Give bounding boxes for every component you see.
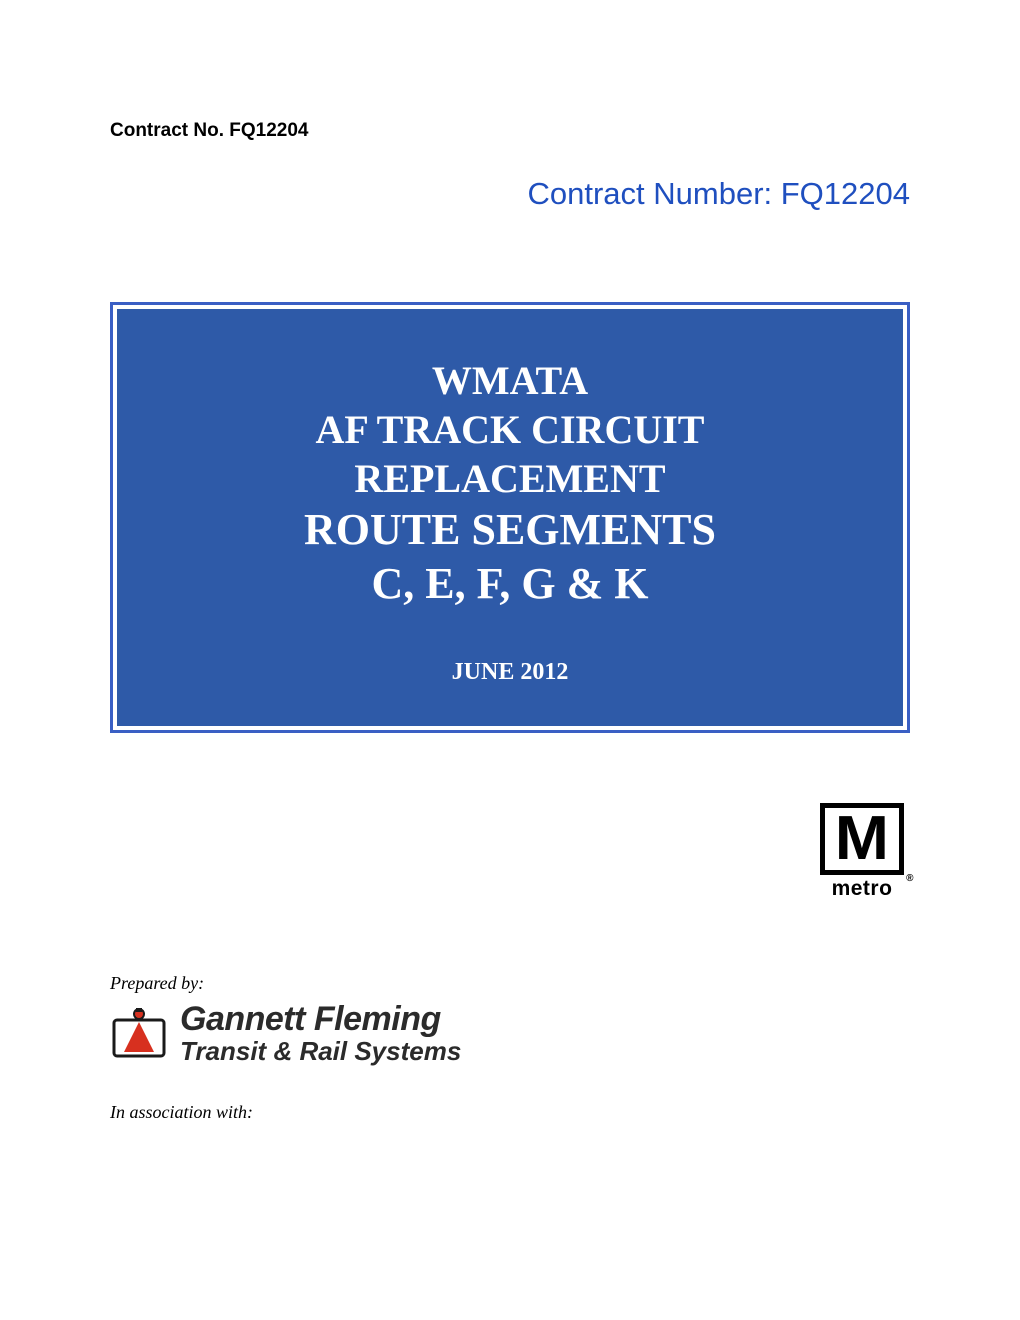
gannett-fleming-logo: Gannett Fleming Transit & Rail Systems xyxy=(110,1002,910,1064)
title-line-5: C, E, F, G & K xyxy=(157,557,863,611)
title-line-1: WMATA xyxy=(157,357,863,406)
company-name: Gannett Fleming xyxy=(180,1002,461,1036)
gannett-fleming-text: Gannett Fleming Transit & Rail Systems xyxy=(180,1002,461,1064)
company-subline: Transit & Rail Systems xyxy=(180,1038,461,1064)
metro-logo: M metro ® xyxy=(820,803,904,901)
prepared-by-label: Prepared by: xyxy=(110,973,910,994)
title-line-3: REPLACEMENT xyxy=(157,455,863,504)
gannett-fleming-icon xyxy=(110,1004,168,1062)
document-page: Contract No. FQ12204 Contract Number: FQ… xyxy=(0,0,1020,1320)
title-date: JUNE 2012 xyxy=(157,659,863,686)
title-box: WMATA AF TRACK CIRCUIT REPLACEMENT ROUTE… xyxy=(110,302,910,733)
title-line-4: ROUTE SEGMENTS xyxy=(157,503,863,557)
metro-m-box: M xyxy=(820,803,904,875)
metro-m-letter: M xyxy=(835,808,889,870)
metro-label: metro ® xyxy=(820,877,904,901)
metro-logo-container: M metro ® xyxy=(110,803,910,901)
contract-number-small: Contract No. FQ12204 xyxy=(110,120,910,142)
registered-icon: ® xyxy=(906,873,914,884)
contract-number-large: Contract Number: FQ12204 xyxy=(110,176,910,212)
association-label: In association with: xyxy=(110,1102,910,1123)
title-box-inner: WMATA AF TRACK CIRCUIT REPLACEMENT ROUTE… xyxy=(117,309,903,726)
title-line-2: AF TRACK CIRCUIT xyxy=(157,406,863,455)
metro-label-text: metro xyxy=(832,877,893,900)
